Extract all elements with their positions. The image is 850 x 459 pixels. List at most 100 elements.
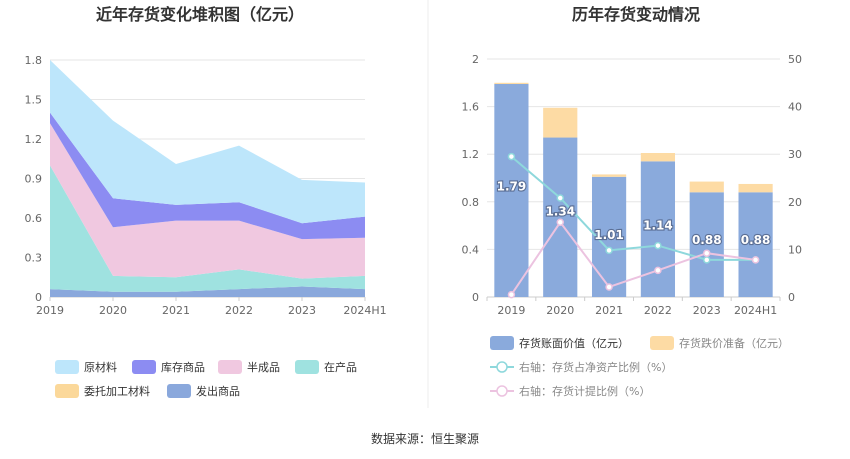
bar-impairment-provision (738, 183, 773, 193)
area- (50, 165, 365, 292)
left-x-tick-label: 2022 (225, 304, 253, 317)
line-provision-ratio-point (654, 266, 662, 275)
right-y-axis-left: 0 0.4 0.8 1.2 1.6 2 (462, 53, 480, 304)
legend-line-marker (496, 361, 508, 373)
legend-swatch (55, 384, 79, 398)
right-y-tick-label: 0 (472, 291, 479, 304)
right-x-tick-label: 2023 (693, 304, 721, 317)
legend-label: 在产品 (324, 360, 357, 374)
left-y-tick-label: 0.6 (25, 212, 43, 225)
left-x-tick-label: 2023 (288, 304, 316, 317)
legend-line-marker (496, 385, 508, 397)
left-y-axis: 0 0.3 0.6 0.9 1.2 1.5 1.8 (25, 54, 43, 304)
right-y-tick-label: 0.4 (462, 243, 480, 256)
legend-label: 委托加工材料 (84, 384, 150, 398)
line-inventory-to-net-assets (510, 155, 756, 261)
right-x-tick-label: 2024H1 (734, 304, 777, 317)
bar-impairment-provision (640, 153, 676, 162)
right-y2-tick-label: 0 (788, 291, 795, 304)
right-x-axis: 2019 2020 2021 2022 2023 2024H1 (486, 297, 781, 317)
line-inventory-to-net-assets-point (507, 152, 516, 161)
area- (50, 286, 365, 297)
line-provision-ratio-point (751, 256, 760, 264)
left-y-tick-label: 1.2 (25, 133, 43, 146)
right-y-tick-label: 1.2 (462, 148, 480, 161)
source-note: 数据来源：恒生聚源 (371, 431, 479, 446)
area- (50, 60, 365, 224)
left-y-tick-label: 0.3 (25, 252, 43, 265)
right-x-tick-label: 2020 (546, 304, 574, 317)
right-legend: 存货账面价值（亿元） 存货跌价准备（亿元） 右轴：存货占净资产比例（%） 右轴：存货计… (490, 336, 789, 398)
bar-impairment-provision (591, 174, 627, 177)
bar-book-value (689, 192, 724, 297)
legend-label: 存货账面价值（亿元） (519, 336, 629, 350)
right-y2-tick-label: 10 (788, 243, 802, 256)
left-chart: 近年存货变化堆积图（亿元） 00.30.60.91.21.51.8 2019 20… (25, 5, 387, 398)
line-provision-ratio-point (556, 218, 564, 227)
left-y-tick-label: 1.5 (25, 94, 43, 107)
legend-label: 原材料 (84, 360, 117, 374)
bar-data-label: 1.14 (643, 219, 673, 233)
line-inventory-to-net-assets-point (703, 256, 711, 264)
left-x-tick-label: 2020 (99, 304, 127, 317)
bar-data-label: 1.01 (594, 228, 624, 242)
line-inventory-to-net-assets-point (605, 246, 613, 255)
left-area-series (50, 60, 365, 297)
area- (50, 112, 365, 240)
line-inventory-to-net-assets-point (556, 194, 564, 202)
right-x-tick-label: 2022 (644, 304, 672, 317)
right-x-tick-label: 2021 (595, 304, 623, 317)
line-provision-ratio-point (605, 283, 613, 291)
bar-impairment-provision (689, 181, 724, 193)
right-y-tick-label: 2 (472, 53, 479, 66)
left-y-tick-label: 0.9 (25, 173, 43, 186)
right-y-tick-label: 1.6 (462, 101, 480, 114)
right-y2-tick-label: 20 (788, 196, 802, 209)
right-chart-title: 历年存货变动情况 (572, 5, 700, 24)
right-x-tick-label: 2019 (497, 304, 525, 317)
bar-book-value (494, 83, 529, 298)
right-y2-tick-label: 30 (788, 148, 802, 161)
legend-label: 库存商品 (161, 360, 205, 374)
bar-data-label: 0.88 (741, 233, 771, 247)
line-inventory-to-net-assets-point (654, 241, 662, 250)
line-provision-ratio-point (507, 290, 516, 299)
line-provision-ratio-point (703, 249, 711, 257)
legend-swatch (132, 360, 156, 374)
right-bar-series (494, 82, 773, 298)
right-y-tick-label: 0.8 (462, 196, 480, 209)
right-chart: 历年存货变动情况 1.79 1.34 1.01 1.14 0.88 0.88 0 0.4 0.… (462, 5, 803, 398)
legend-swatch (167, 384, 191, 398)
right-y2-tick-label: 50 (788, 53, 802, 66)
legend-label: 存货跌价准备（亿元） (679, 336, 789, 350)
left-x-tick-label: 2024H1 (343, 304, 386, 317)
left-x-tick-label: 2019 (36, 304, 64, 317)
right-data-labels: 1.79 1.34 1.01 1.14 0.88 0.88 (496, 178, 772, 248)
legend-label: 右轴：存货计提比例（%） (519, 384, 650, 398)
right-grid (487, 58, 780, 298)
right-y-axis-right: 0 10 20 30 40 50 (788, 53, 802, 304)
bar-book-value (543, 137, 578, 297)
legend-label: 半成品 (247, 360, 280, 374)
left-y-tick-label: 1.8 (25, 54, 43, 67)
area- (50, 123, 365, 279)
bar-impairment-provision (543, 107, 578, 138)
legend-swatch (490, 336, 514, 350)
bar-data-label: 1.34 (545, 204, 575, 218)
legend-swatch (295, 360, 319, 374)
left-y-tick-label: 0 (35, 291, 42, 304)
bar-data-label: 1.79 (497, 179, 527, 193)
legend-swatch (55, 360, 79, 374)
right-y2-tick-label: 40 (788, 101, 802, 114)
line-provision-ratio (510, 220, 756, 296)
bar-data-label: 0.88 (692, 233, 722, 247)
left-chart-title: 近年存货变化堆积图（亿元） (96, 5, 304, 24)
left-x-axis: 2019 2020 2021 2022 2023 2024H1 (36, 297, 387, 317)
left-x-tick-label: 2021 (162, 304, 190, 317)
legend-swatch (650, 336, 674, 350)
legend-label: 发出商品 (196, 384, 240, 398)
bar-book-value (738, 192, 773, 297)
legend-label: 右轴：存货占净资产比例（%） (519, 360, 672, 374)
